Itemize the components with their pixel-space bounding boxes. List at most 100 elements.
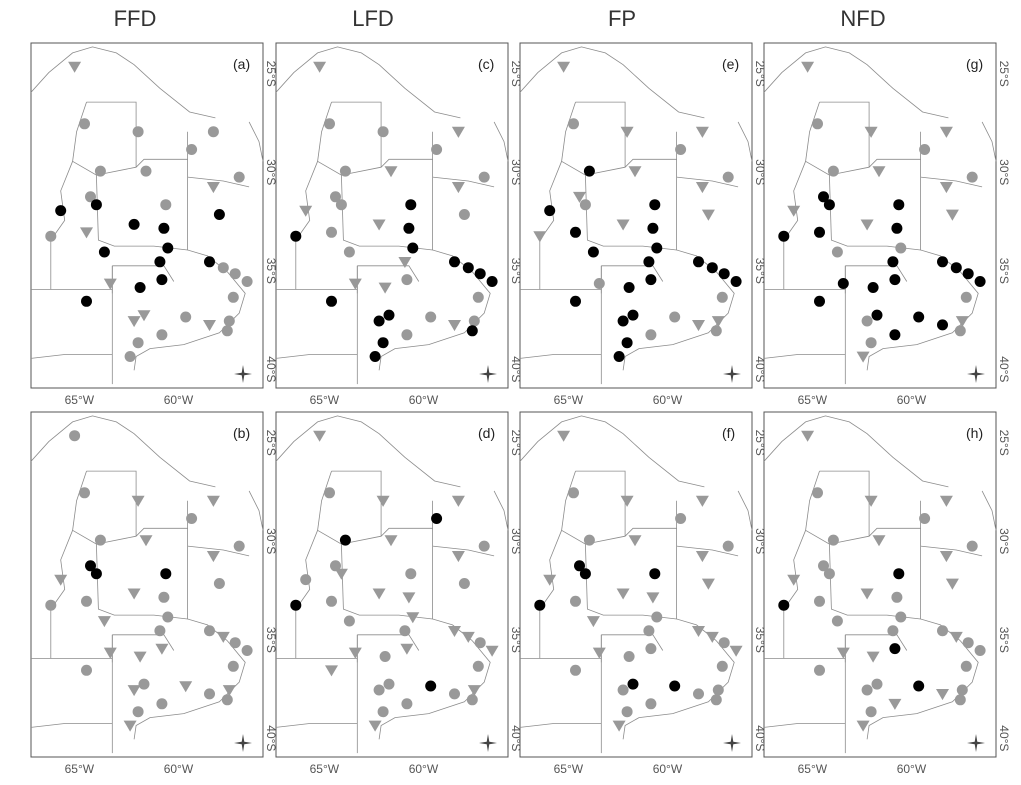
station-triangle <box>872 166 886 178</box>
panel-label: (a) <box>233 56 250 72</box>
station-circle <box>227 291 239 303</box>
compass-icon <box>723 734 741 752</box>
station-circle <box>861 684 873 696</box>
station-circle <box>377 126 389 138</box>
station-circle <box>69 430 81 442</box>
lon-tick-label: 65°W <box>554 762 584 776</box>
station-circle <box>675 513 687 524</box>
station-triangle <box>384 535 398 547</box>
station-circle <box>643 625 655 637</box>
station-circle <box>81 595 92 607</box>
boundary-line <box>819 101 870 168</box>
panel-label: (f) <box>722 425 735 441</box>
boundary-line <box>187 545 250 557</box>
station-triangle <box>628 535 642 547</box>
station-circle <box>128 218 140 230</box>
panel-label: (b) <box>233 425 250 441</box>
boundary-line <box>275 46 461 119</box>
station-triangle <box>179 681 193 693</box>
boundary-line <box>737 490 753 531</box>
panel-label: (e) <box>722 56 739 72</box>
lon-tick-label: 65°W <box>310 393 340 407</box>
station-circle <box>186 144 198 155</box>
station-triangle <box>206 551 220 563</box>
station-circle <box>645 698 657 710</box>
boundary-line <box>31 161 73 290</box>
station-circle <box>730 276 742 287</box>
station-triangle <box>533 231 547 243</box>
station-circle <box>377 337 389 349</box>
panel-label: (d) <box>478 425 495 441</box>
panel-frame <box>763 42 997 389</box>
boundary-line <box>520 530 562 659</box>
station-circle <box>478 171 490 183</box>
station-circle <box>818 560 829 572</box>
map-panel: (d)65°W 60°W25°S30°S35°S40°S <box>275 411 523 776</box>
boundary-line <box>112 634 175 651</box>
station-circle <box>379 651 391 662</box>
lat-tick-label: 40°S <box>997 725 1011 751</box>
station-circle <box>712 684 724 696</box>
station-circle <box>579 568 591 580</box>
station-circle <box>326 226 337 238</box>
station-circle <box>718 637 730 649</box>
station-circle <box>818 191 829 203</box>
station-triangle <box>801 61 815 73</box>
panel-frame <box>30 411 264 758</box>
station-triangle <box>54 574 68 586</box>
station-circle <box>79 487 90 499</box>
station-circle <box>814 295 825 307</box>
station-circle <box>587 246 599 258</box>
panel-label: (h) <box>966 425 983 441</box>
station-triangle <box>939 551 953 563</box>
station-triangle <box>222 685 236 697</box>
station-circle <box>478 540 490 552</box>
lon-tick-label: 65°W <box>798 762 828 776</box>
station-triangle <box>729 645 743 657</box>
station-circle <box>613 351 625 362</box>
station-circle <box>472 291 484 303</box>
station-triangle <box>398 257 412 268</box>
lon-tick-label: 60°W <box>897 393 927 407</box>
station-circle <box>383 678 395 690</box>
lon-tick-label: 65°W <box>554 393 584 407</box>
station-triangle <box>692 320 705 332</box>
station-circle <box>716 660 728 672</box>
station-triangle <box>872 535 886 547</box>
boundary-line <box>432 131 473 273</box>
station-circle <box>156 274 168 286</box>
station-triangle <box>620 495 634 507</box>
station-circle <box>593 278 605 289</box>
boundary-line <box>763 46 949 119</box>
station-circle <box>827 534 839 546</box>
station-triangle <box>299 205 313 217</box>
station-triangle <box>448 320 461 332</box>
station-triangle <box>206 182 220 194</box>
station-circle <box>889 274 901 286</box>
compass-icon <box>479 734 497 752</box>
station-circle <box>814 595 825 607</box>
station-triangle <box>451 495 465 507</box>
station-triangle <box>616 219 630 231</box>
column-title-fp: FP <box>607 6 637 31</box>
station-circle <box>300 574 312 586</box>
station-circle <box>919 513 931 524</box>
station-triangle <box>461 631 475 643</box>
station-circle <box>812 118 823 130</box>
station-circle <box>90 199 102 211</box>
station-triangle <box>866 651 880 663</box>
boundary-line <box>519 723 602 728</box>
station-circle <box>94 534 106 546</box>
station-triangle <box>127 685 141 697</box>
station-circle <box>570 595 581 607</box>
station-triangle <box>137 310 151 322</box>
station-circle <box>227 660 239 672</box>
boundary-line <box>520 161 562 290</box>
station-circle <box>241 276 253 287</box>
compass-icon <box>723 365 741 383</box>
station-triangle <box>939 495 953 507</box>
station-circle <box>324 118 335 130</box>
station-triangle <box>406 612 420 624</box>
station-triangle <box>451 182 465 194</box>
